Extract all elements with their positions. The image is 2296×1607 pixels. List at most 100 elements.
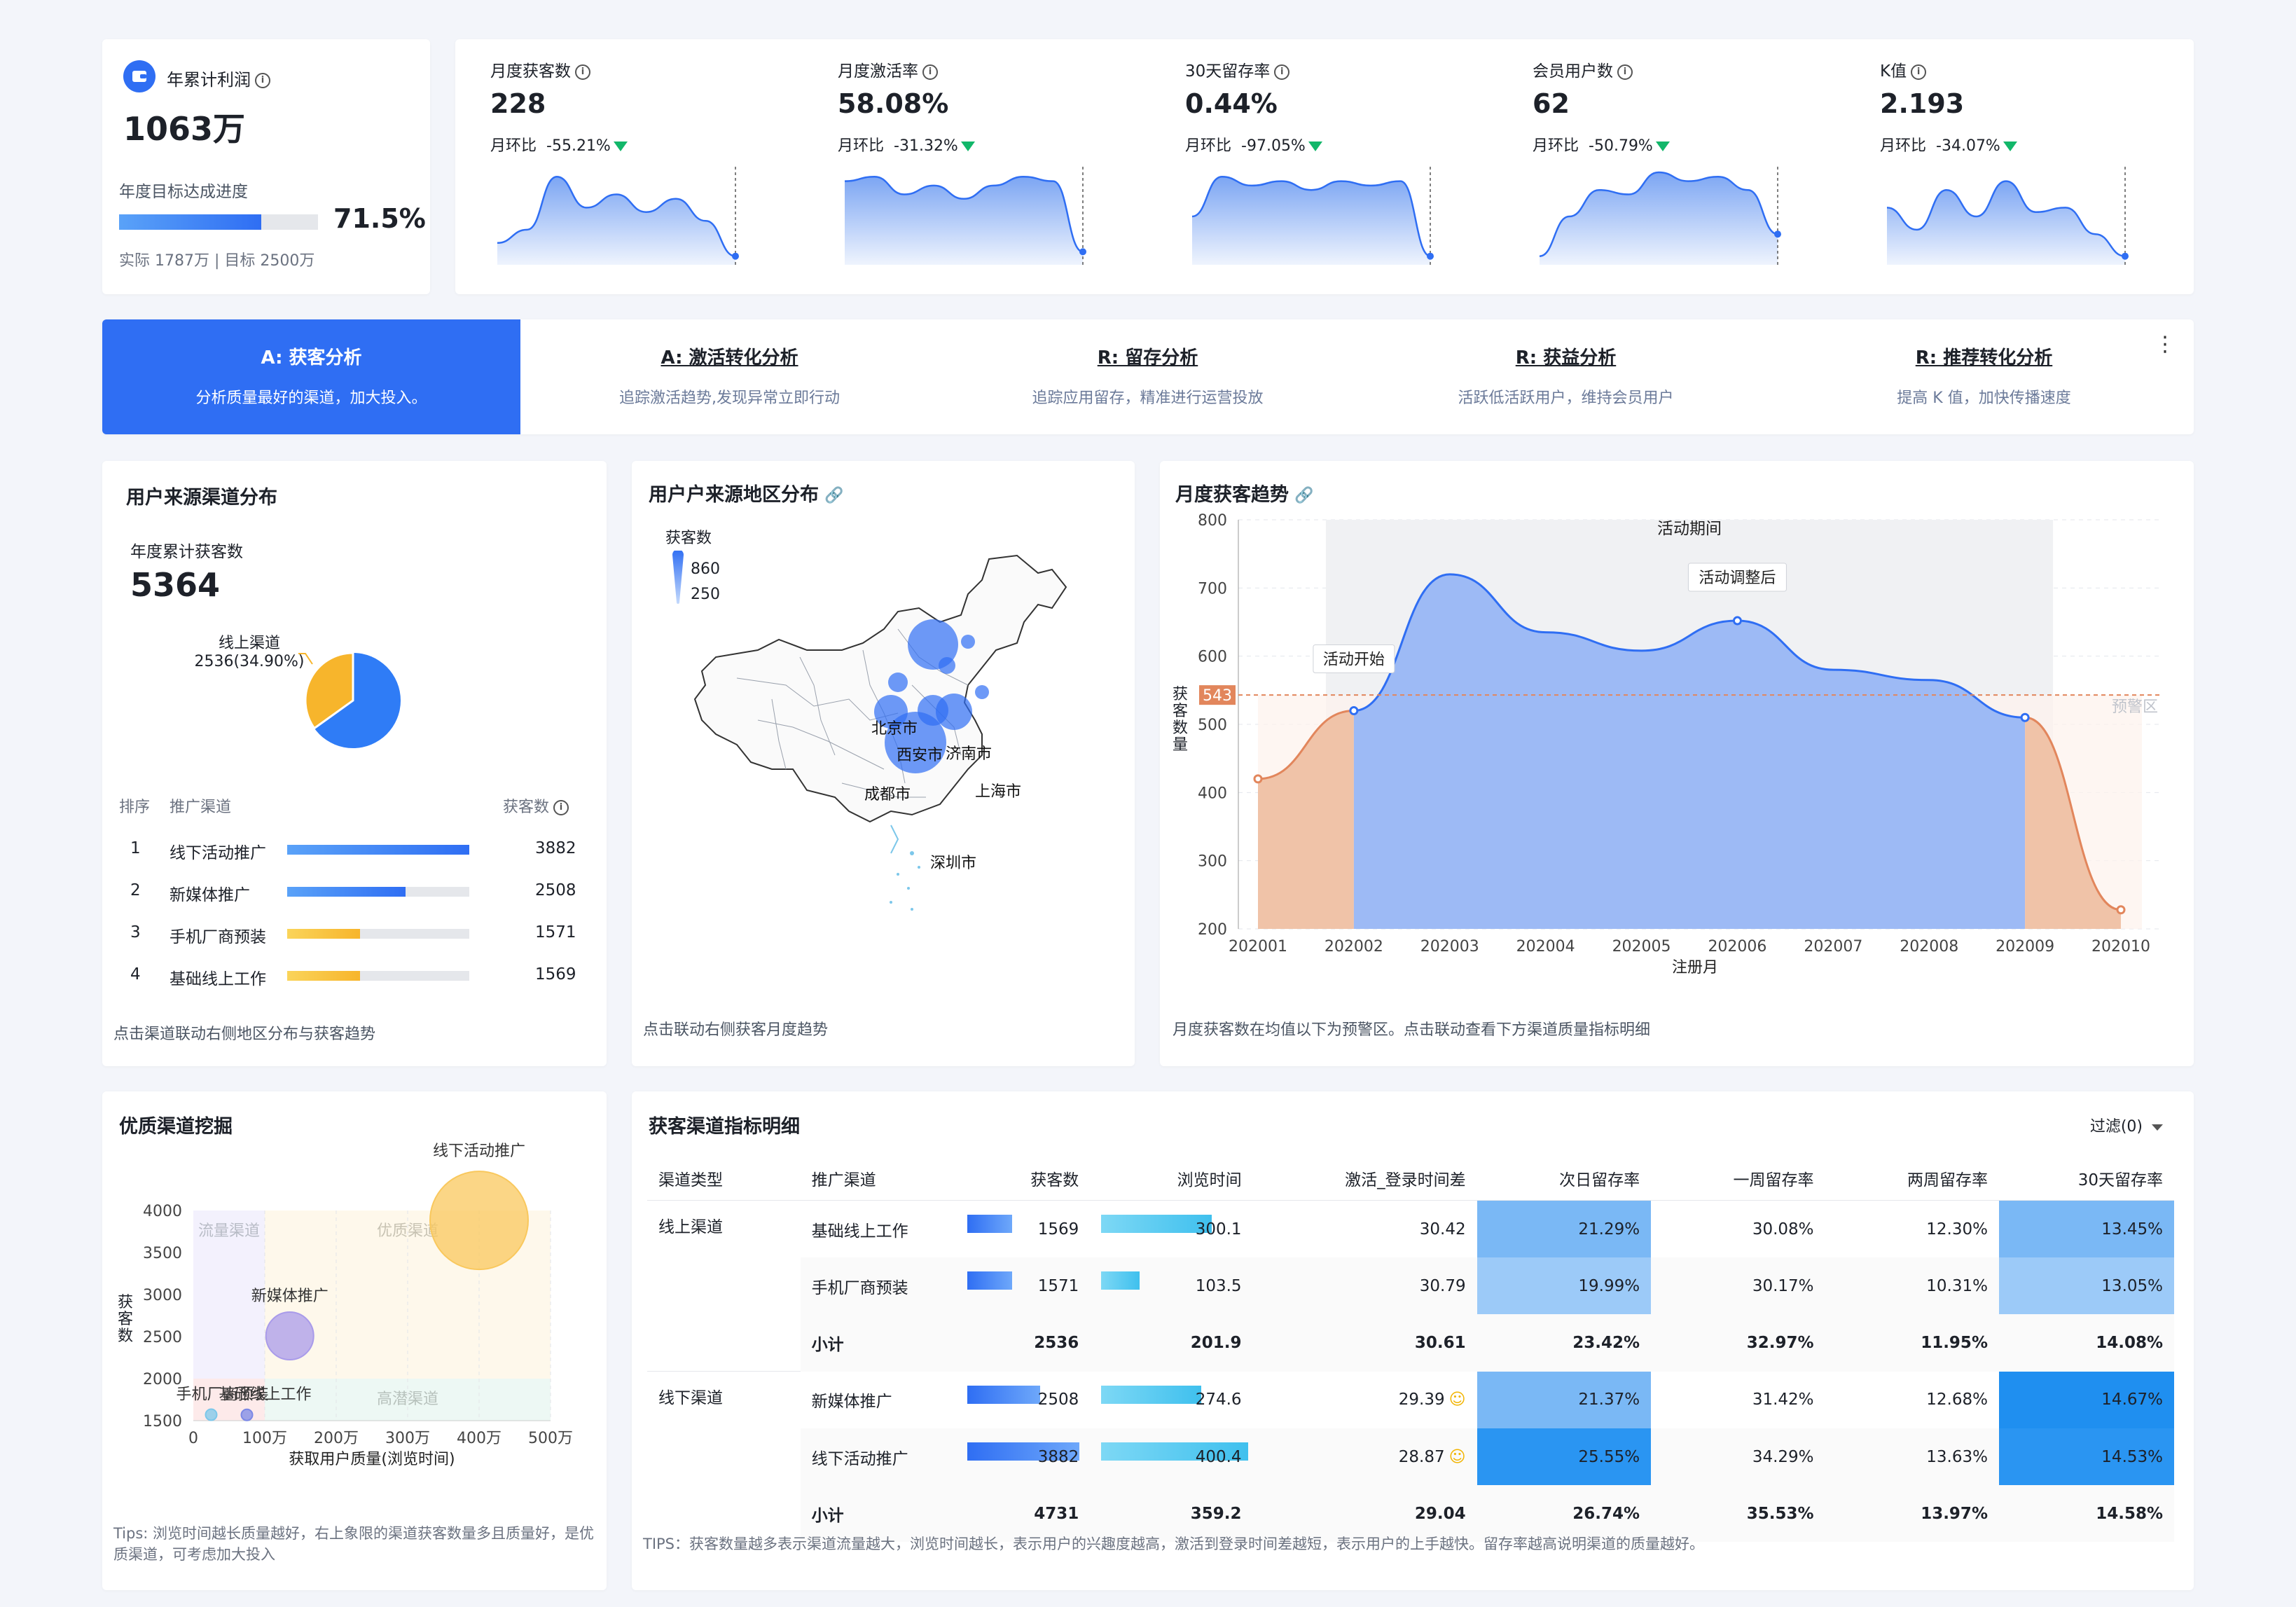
x-tick-label: 400万 bbox=[457, 1430, 502, 1447]
kpi-item[interactable]: 会员用户数 i 62 月环比 -50.79% bbox=[1533, 57, 1841, 282]
x-tick-label: 202009 bbox=[1996, 938, 2054, 956]
d1-cell: 23.42% bbox=[1477, 1314, 1652, 1372]
tab-2[interactable]: A: 激活转化分析 追踪激活趋势,发现异常立即行动 bbox=[520, 319, 939, 434]
info-icon[interactable]: i bbox=[255, 73, 270, 88]
kpi-item[interactable]: 月度激活率 i 58.08% 月环比 -31.32% bbox=[838, 57, 1146, 282]
series-line-active bbox=[1353, 573, 2026, 719]
channel-bar-fill bbox=[287, 845, 469, 855]
bubble-beijing bbox=[908, 619, 958, 670]
d30-cell: 14.08% bbox=[1998, 1314, 2174, 1372]
detail-tips: TIPS：获客数量越多表示渠道流量越大，浏览时间越长，表示用户的兴趣度越高，激活… bbox=[643, 1536, 1705, 1552]
start-annotation-box bbox=[1313, 644, 1395, 674]
column-header[interactable]: 激活_登录时间差 bbox=[1252, 1156, 1477, 1201]
column-header[interactable]: 一周留存率 bbox=[1651, 1156, 1825, 1201]
average-badge bbox=[1199, 685, 1236, 705]
x-tick-label: 202005 bbox=[1612, 938, 1671, 956]
mom-value: -55.21% bbox=[546, 137, 611, 155]
china-map[interactable] bbox=[688, 545, 1108, 937]
more-vertical-icon[interactable]: ⋮ bbox=[2155, 332, 2176, 357]
x-tick-label: 202001 bbox=[1229, 938, 1287, 956]
mom-value: -97.05% bbox=[1241, 137, 1306, 155]
filter-button[interactable]: 过滤(0) bbox=[2090, 1114, 2163, 1136]
point-label: 新媒体推广 bbox=[251, 1288, 329, 1305]
table-row[interactable]: 小计 4731 359.2 29.04 26.74% 35.53% 13.97% 14.58% bbox=[647, 1485, 2174, 1542]
column-header[interactable]: 浏览时间 bbox=[1090, 1156, 1253, 1201]
kpi-item[interactable]: 月度获客数 i 228 月环比 -55.21% bbox=[490, 57, 798, 282]
channel-bar-track bbox=[287, 971, 469, 981]
kpi-item[interactable]: K值 i 2.193 月环比 -34.07% bbox=[1880, 57, 2188, 282]
tab-1[interactable]: A: 获客分析 分析质量最好的渠道，加大投入。 bbox=[102, 319, 520, 434]
info-icon[interactable]: i bbox=[1617, 64, 1633, 80]
city-label: 成都市 bbox=[864, 786, 911, 804]
channel-pie[interactable] bbox=[102, 461, 607, 783]
info-icon[interactable]: i bbox=[922, 64, 938, 80]
count-value: 3882 bbox=[1037, 1447, 1079, 1466]
channel-row[interactable]: 2 新媒体推广 2508 bbox=[102, 881, 607, 909]
count-cell: 2536 bbox=[950, 1314, 1091, 1372]
progress-fill bbox=[119, 214, 262, 230]
source-footer: 点击渠道联动右侧地区分布与获客趋势 bbox=[113, 1026, 376, 1043]
adjust-annotation: 活动调整后 bbox=[1699, 570, 1776, 587]
column-header[interactable]: 获客数 bbox=[950, 1156, 1091, 1201]
w2-cell: 13.97% bbox=[1825, 1485, 1999, 1542]
table-row[interactable]: 手机厂商预装 1571 103.5 30.79 19.99% 30.17% 10.31% 13… bbox=[647, 1257, 2174, 1314]
kpi-sparkline bbox=[497, 167, 739, 265]
detail-card: 获客渠道指标明细 过滤(0) 渠道类型 推广渠道 获客数 浏览时间 激活_登录时间差 次日… bbox=[632, 1091, 2194, 1590]
info-icon[interactable]: i bbox=[575, 64, 590, 80]
column-header[interactable]: 30天留存率 bbox=[1998, 1156, 2174, 1201]
mom-label: 月环比 bbox=[1185, 137, 1232, 155]
d1-cell: 21.37% bbox=[1477, 1371, 1652, 1428]
legend-title: 获客数 bbox=[665, 530, 712, 547]
trend-title: 月度获客趋势 🔗 bbox=[1175, 484, 1314, 506]
info-icon[interactable]: i bbox=[1274, 64, 1290, 80]
adjust-annotation-box bbox=[1687, 563, 1787, 592]
channel-type bbox=[647, 1428, 801, 1485]
column-header[interactable]: 两周留存率 bbox=[1825, 1156, 1999, 1201]
w2-cell: 13.63% bbox=[1825, 1428, 1999, 1485]
tab-3[interactable]: R: 留存分析 追踪应用留存，精准进行运营投放 bbox=[939, 319, 1357, 434]
count-bar bbox=[967, 1385, 1040, 1404]
link-icon[interactable]: 🔗 bbox=[1294, 487, 1314, 504]
channel-row[interactable]: 4 基础线上工作 1569 bbox=[102, 965, 607, 993]
channel-row[interactable]: 1 线下活动推广 3882 bbox=[102, 839, 607, 867]
tab-4[interactable]: R: 获益分析 活跃低活跃用户，维持会员用户 bbox=[1357, 319, 1775, 434]
kpi-item[interactable]: 30天留存率 i 0.44% 月环比 -97.05% bbox=[1185, 57, 1493, 282]
browse-cell: 300.1 bbox=[1090, 1200, 1253, 1257]
tab-5[interactable]: R: 推荐转化分析 提高 K 值，加快传播速度 bbox=[1775, 319, 2193, 434]
info-icon[interactable]: i bbox=[553, 800, 569, 815]
detail-title: 获客渠道指标明细 bbox=[649, 1116, 800, 1138]
mining-card: 优质渠道挖掘 1500 2000 2500 3000 3500 4000 0 100万 200万… bbox=[102, 1091, 607, 1590]
table-row[interactable]: 线下活动推广 3882 400.4 28.87 ☺ 25.55% 34.29% 13.63% 1… bbox=[647, 1428, 2174, 1485]
data-point bbox=[2116, 905, 2126, 915]
region-title: 用户户来源地区分布 🔗 bbox=[649, 484, 844, 506]
series-area-pre bbox=[1258, 710, 1354, 929]
channel-name: 基础线上工作 bbox=[800, 1200, 950, 1257]
down-triangle-icon bbox=[1655, 142, 1670, 151]
count-bar bbox=[967, 1215, 1012, 1233]
link-icon[interactable]: 🔗 bbox=[824, 487, 844, 504]
mom-label: 月环比 bbox=[490, 137, 537, 155]
channel-row[interactable]: 3 手机厂商预装 1571 bbox=[102, 923, 607, 951]
table-row[interactable]: 小计 2536 201.9 30.61 23.42% 32.97% 11.95% 14.08% bbox=[647, 1314, 2174, 1372]
count-cell: 1571 bbox=[950, 1257, 1091, 1314]
channel-bar-fill bbox=[287, 887, 406, 897]
diff-value: 28.87 bbox=[1398, 1447, 1445, 1466]
info-icon[interactable]: i bbox=[1911, 64, 1927, 80]
column-header[interactable]: 推广渠道 bbox=[800, 1156, 950, 1201]
table-row[interactable]: 线上渠道 基础线上工作 1569 300.1 30.42 21.29% 30.08% 12.3… bbox=[647, 1200, 2174, 1257]
region-card: 用户户来源地区分布 🔗 获客数 860 250 bbox=[632, 461, 1135, 1066]
d1-cell: 25.55% bbox=[1477, 1428, 1652, 1485]
browse-value: 400.4 bbox=[1195, 1447, 1242, 1466]
series-line-pre bbox=[1257, 710, 1354, 780]
table-row[interactable]: 线下渠道 新媒体推广 2508 274.6 29.39 ☺ 21.37% 31.42% 12.6… bbox=[647, 1371, 2174, 1428]
column-header[interactable]: 渠道类型 bbox=[647, 1156, 801, 1201]
head-rank: 排序 bbox=[119, 799, 151, 816]
x-tick-label: 300万 bbox=[385, 1430, 430, 1447]
kpi-value: 58.08% bbox=[838, 88, 949, 119]
column-header[interactable]: 次日留存率 bbox=[1477, 1156, 1652, 1201]
scatter-point bbox=[240, 1408, 254, 1421]
quality-scatter[interactable]: 1500 2000 2500 3000 3500 4000 0 100万 200万 300万 400… bbox=[102, 1091, 607, 1512]
x-tick-label: 100万 bbox=[242, 1430, 287, 1447]
profit-footnote: 实际 1787万 | 目标 2500万 bbox=[119, 252, 315, 270]
